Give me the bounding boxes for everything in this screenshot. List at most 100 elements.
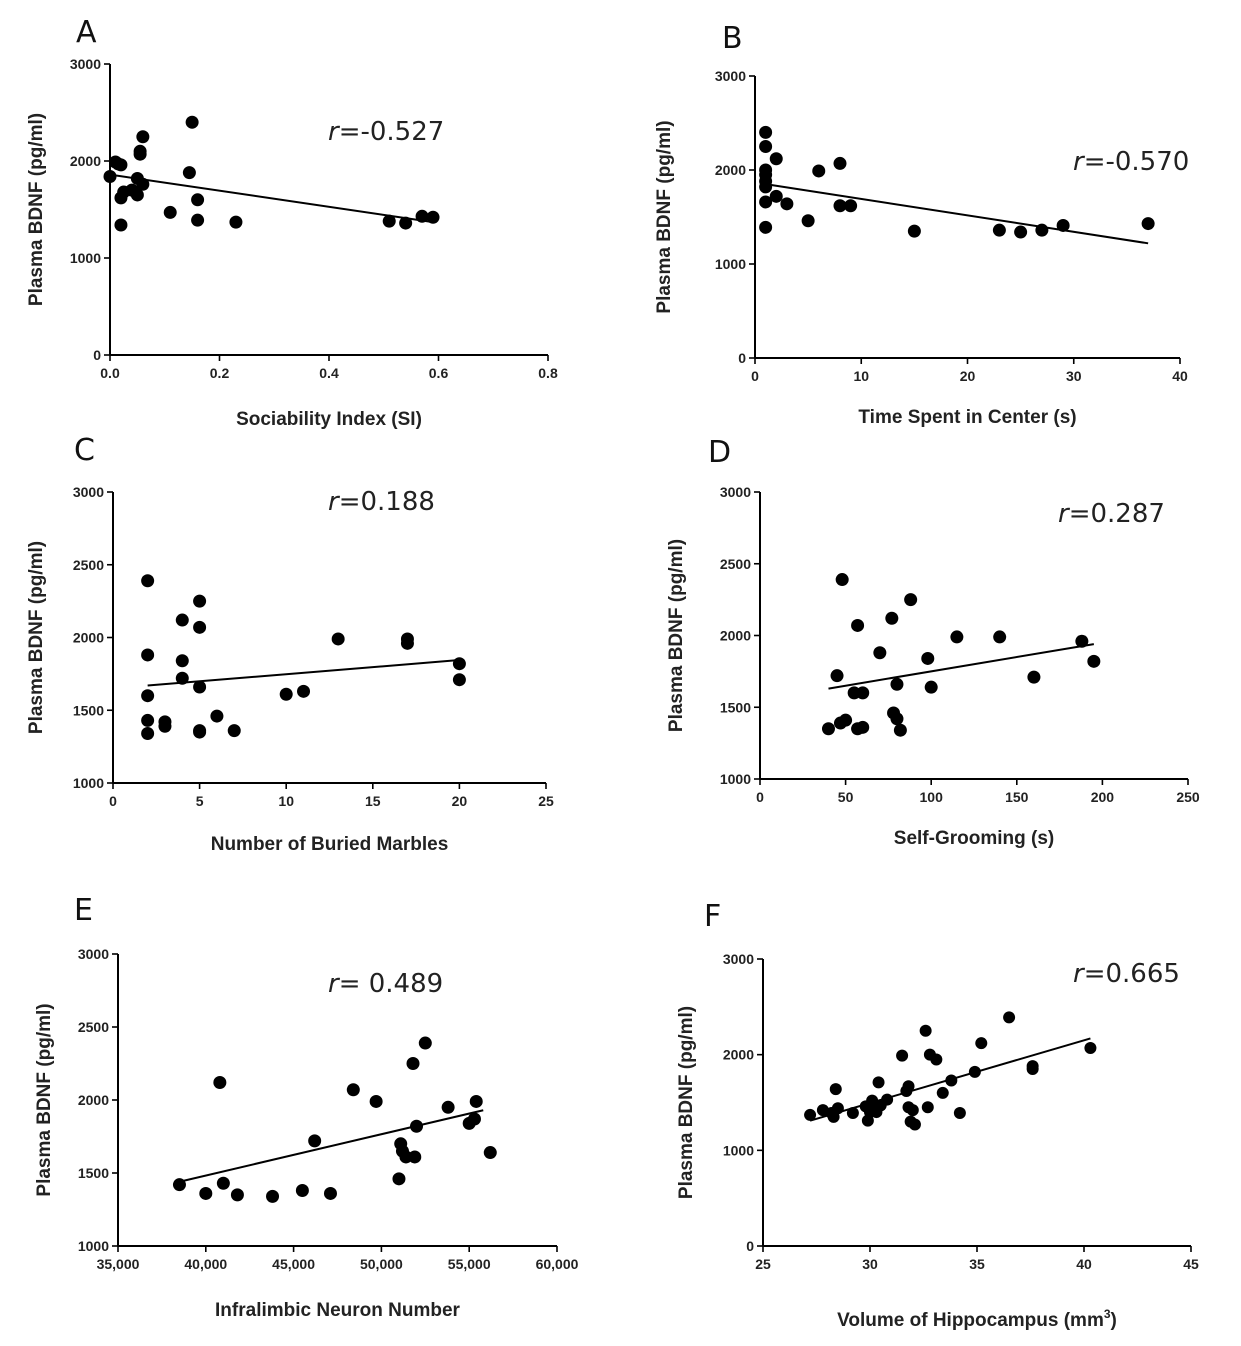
panel-e-data-point bbox=[392, 1172, 406, 1186]
panel-c-data-point bbox=[331, 632, 345, 646]
panel-f-data-point bbox=[936, 1086, 949, 1099]
panel-a-y-tick-label: 0 bbox=[93, 347, 101, 363]
panel-b-data-point bbox=[780, 197, 794, 211]
panel-c-y-tick-label: 1000 bbox=[73, 775, 104, 791]
panel-d: D 1000 1500 2000 2500 3000 0 50 100 150 200 250 Self… bbox=[666, 435, 1200, 849]
panel-d-y-axis-title: Plasma BDNF (pg/ml) bbox=[666, 539, 687, 732]
panel-f-x-tick-label: 35 bbox=[969, 1256, 985, 1272]
panel-a-data-point bbox=[191, 193, 205, 207]
panel-b-x-tick-label: 0 bbox=[751, 368, 759, 384]
panel-e-fit-line bbox=[179, 1109, 484, 1183]
panel-c-x-axis-title: Number of Buried Marbles bbox=[211, 834, 449, 855]
panel-d-y-tick-label: 1500 bbox=[720, 699, 751, 715]
panel-a-y-tick-label: 3000 bbox=[70, 56, 101, 72]
panel-a-x-axis-title: Sociability Index (SI) bbox=[236, 409, 422, 430]
panel-a-data-point bbox=[399, 216, 413, 230]
panel-e-data-point bbox=[469, 1094, 483, 1108]
panel-a-y-tick-label: 1000 bbox=[70, 250, 101, 266]
panel-d-data-point bbox=[993, 630, 1007, 644]
panel-e-x-axis-title: Infralimbic Neuron Number bbox=[215, 1300, 461, 1321]
panel-a-data-point bbox=[133, 147, 147, 161]
panel-f-data-point bbox=[975, 1037, 988, 1050]
panel-c-x-tick-label: 5 bbox=[196, 793, 204, 809]
panel-f-data-point bbox=[1084, 1041, 1097, 1054]
panel-e-x-tick-label: 60,000 bbox=[536, 1256, 579, 1272]
panel-f-x-tick-label: 45 bbox=[1183, 1256, 1199, 1272]
panel-b-data-point bbox=[1056, 218, 1070, 232]
panel-f-correlation-label: r=0.665 bbox=[1073, 959, 1180, 989]
panel-a-x-tick-label: 0.6 bbox=[429, 365, 449, 381]
panel-b-y-tick-label: 0 bbox=[738, 350, 746, 366]
panel-c-y-tick-label: 2500 bbox=[73, 557, 104, 573]
panel-d-x-tick-label: 0 bbox=[756, 789, 764, 805]
panel-b-fit-line bbox=[765, 183, 1149, 245]
panel-c-y-axis-title: Plasma BDNF (pg/ml) bbox=[26, 541, 47, 734]
panel-c-y-tick-label: 2000 bbox=[73, 630, 104, 646]
panel-d-fit-line bbox=[828, 643, 1095, 690]
panel-f-data-point bbox=[930, 1053, 943, 1066]
panel-f-data-point bbox=[919, 1024, 932, 1037]
panel-c-data-point bbox=[141, 713, 155, 727]
panel-c-data-point bbox=[210, 709, 224, 723]
panel-c-data-point bbox=[193, 620, 207, 634]
panel-a-letter: A bbox=[76, 15, 97, 50]
panel-e-data-point bbox=[410, 1119, 424, 1133]
panel-b-data-point bbox=[1141, 217, 1155, 231]
panel-a-x-tick-label: 0.8 bbox=[538, 365, 558, 381]
panel-e-data-point bbox=[323, 1186, 337, 1200]
panel-b-x-tick-label: 10 bbox=[853, 368, 869, 384]
panel-a-data-point bbox=[114, 158, 128, 172]
panel-e-data-point bbox=[172, 1178, 186, 1192]
panel-e-data-point bbox=[308, 1134, 322, 1148]
panel-a-data-point bbox=[191, 213, 205, 227]
panel-d-y-tick-label: 1000 bbox=[720, 771, 751, 787]
panel-d-data-point bbox=[1027, 670, 1041, 684]
panel-c-letter: C bbox=[74, 433, 95, 468]
panel-e-data-point bbox=[199, 1186, 213, 1200]
panel-f-data-point bbox=[829, 1083, 842, 1096]
panel-e-x-tick-label: 50,000 bbox=[360, 1256, 403, 1272]
panel-c-data-point bbox=[279, 687, 293, 701]
panel-f-data-point bbox=[906, 1104, 919, 1117]
panel-f-y-tick-label: 3000 bbox=[723, 951, 754, 967]
panel-c-x-tick-label: 20 bbox=[452, 793, 468, 809]
panel-b-data-point bbox=[907, 224, 921, 238]
panel-c-x-tick-label: 15 bbox=[365, 793, 381, 809]
panel-e-correlation-label: r= 0.489 bbox=[328, 969, 443, 999]
panel-c-data-point bbox=[141, 689, 155, 703]
panel-f-data-point bbox=[872, 1076, 885, 1089]
panel-d-data-point bbox=[904, 593, 918, 607]
panel-d-data-point bbox=[851, 618, 865, 632]
panel-f-data-point bbox=[1003, 1011, 1016, 1024]
panel-e-y-tick-label: 2000 bbox=[78, 1092, 109, 1108]
panel-d-data-point bbox=[856, 720, 870, 734]
panel-d-y-tick-label: 2000 bbox=[720, 628, 751, 644]
panel-b-data-point bbox=[844, 199, 858, 213]
panel-d-data-point bbox=[1087, 654, 1101, 668]
panel-c-data-point bbox=[175, 654, 189, 668]
panel-c-data-point bbox=[141, 574, 155, 588]
panel-d-letter: D bbox=[708, 435, 731, 470]
panel-c-data-point bbox=[193, 680, 207, 694]
panel-b-y-axis-title: Plasma BDNF (pg/ml) bbox=[654, 120, 675, 313]
panel-e-y-tick-label: 1500 bbox=[78, 1165, 109, 1181]
panel-e-data-point bbox=[230, 1188, 244, 1202]
panel-d-x-tick-label: 200 bbox=[1091, 789, 1115, 805]
panel-d-y-tick-label: 3000 bbox=[720, 484, 751, 500]
panel-b-data-point bbox=[812, 164, 826, 178]
panel-c-data-point bbox=[400, 636, 414, 650]
panel-b-data-point bbox=[1035, 223, 1049, 237]
panel-c-data-point bbox=[297, 684, 311, 698]
panel-e-x-tick-label: 40,000 bbox=[184, 1256, 227, 1272]
panel-f-data-point bbox=[968, 1065, 981, 1078]
panel-a-data-point bbox=[114, 218, 128, 232]
panel-f-y-tick-label: 2000 bbox=[723, 1047, 754, 1063]
panel-f-data-point bbox=[908, 1118, 921, 1131]
panel-a: A 0 1000 2000 3000 0.0 0.2 0.4 0.6 0.8 Sociability… bbox=[26, 15, 558, 430]
panel-f-data-point bbox=[902, 1080, 915, 1093]
panel-e-data-point bbox=[213, 1075, 227, 1089]
panel-c-data-point bbox=[452, 657, 466, 671]
panel-d-data-point bbox=[835, 573, 849, 587]
panel-a-fit-line bbox=[109, 173, 434, 224]
panel-c-correlation-label: r=0.188 bbox=[328, 487, 435, 517]
